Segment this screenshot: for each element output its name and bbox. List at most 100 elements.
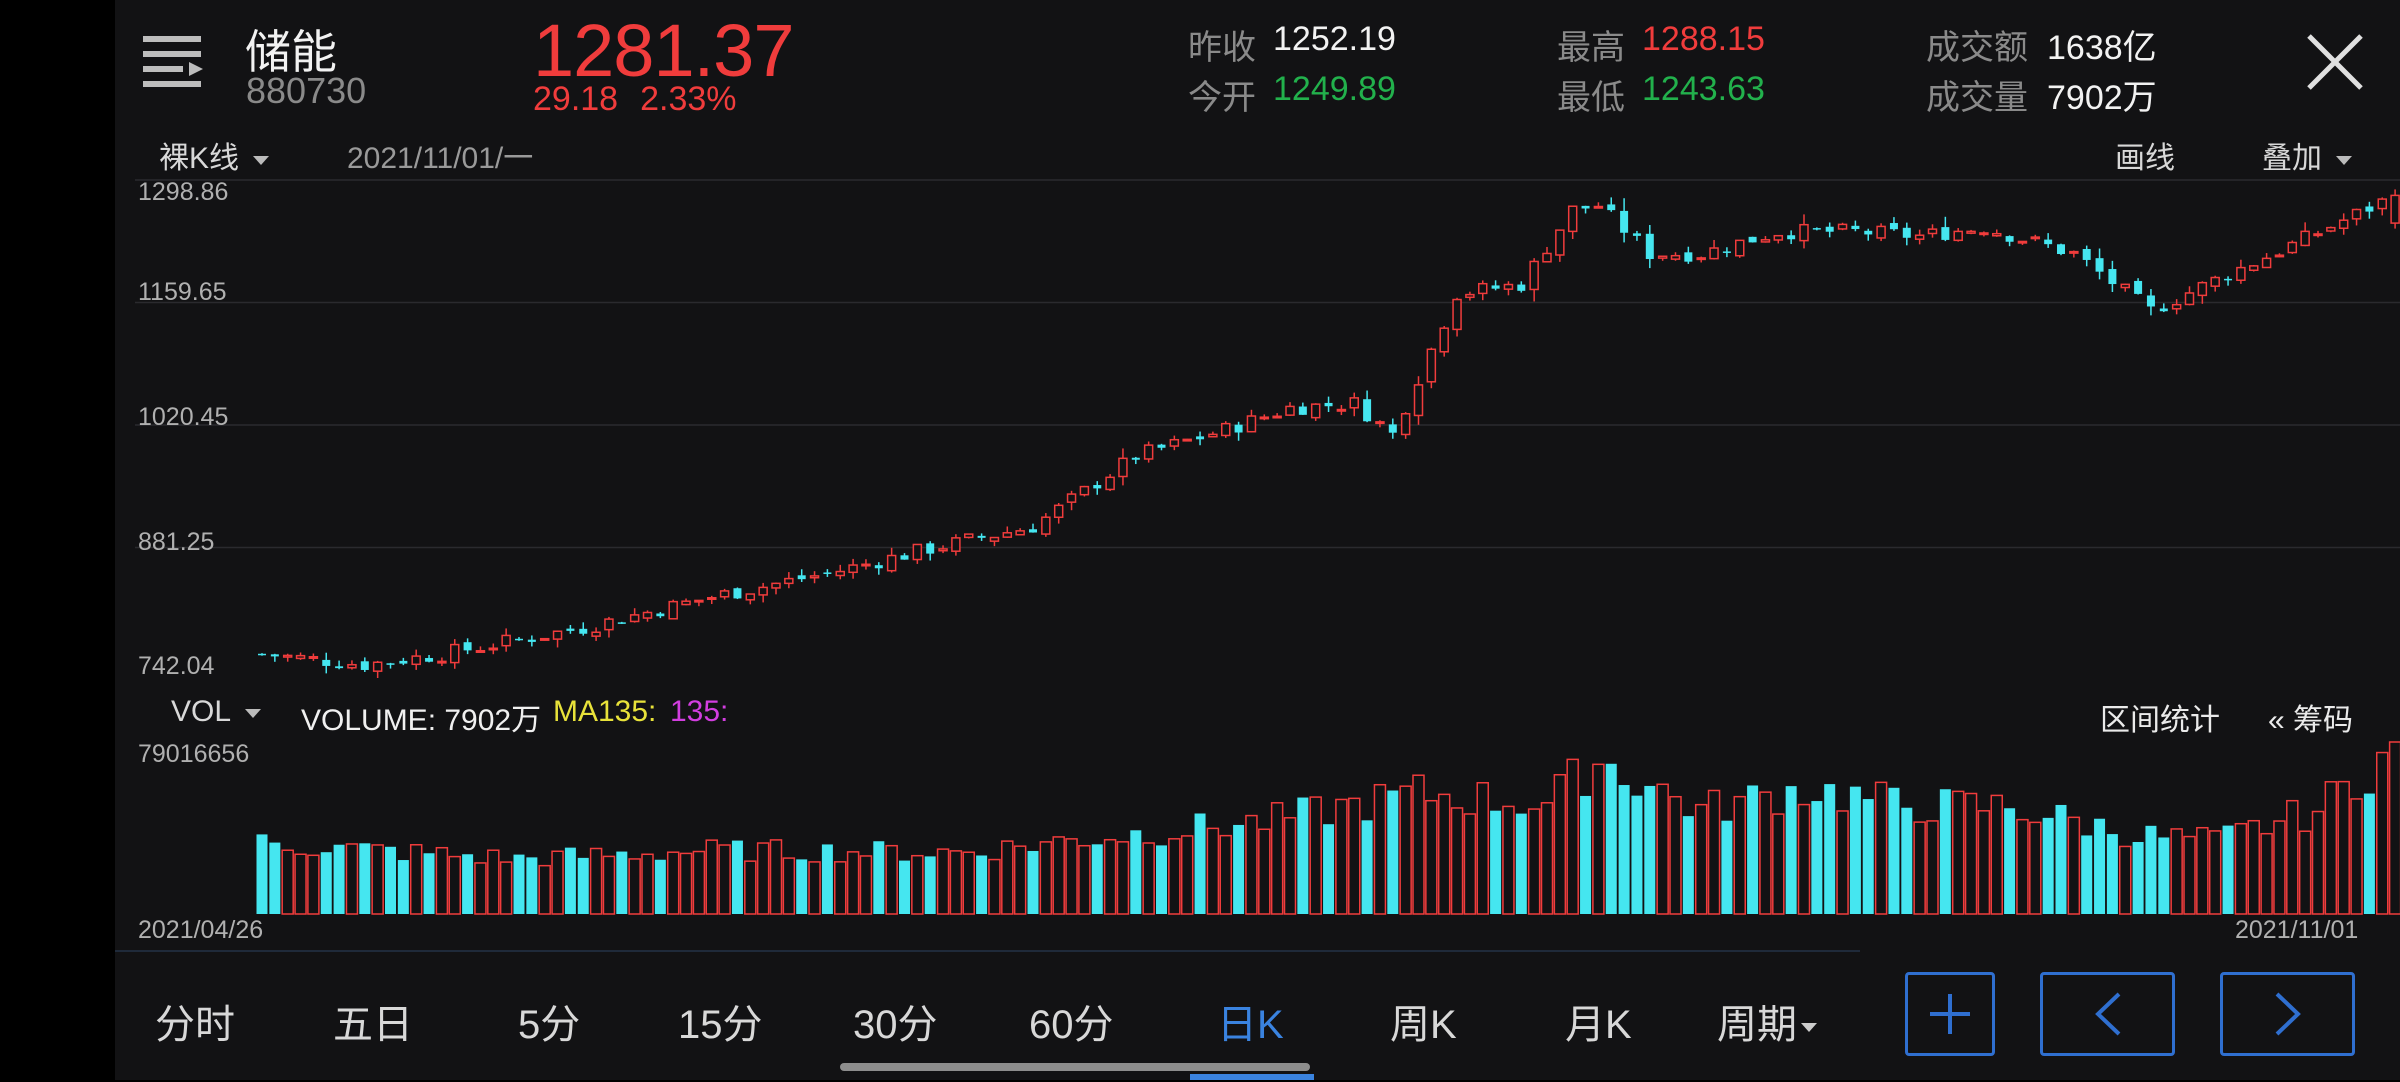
volume-bar	[1039, 841, 1053, 915]
volume-bar	[1592, 763, 1605, 915]
volume-bar	[1361, 820, 1373, 914]
chips-button[interactable]: « 筹码	[2268, 704, 2354, 737]
candle	[1079, 485, 1090, 497]
candle-body	[2326, 226, 2336, 232]
next-button[interactable]	[2220, 972, 2355, 1056]
volume-bar	[577, 857, 589, 914]
candle	[591, 627, 601, 641]
volume-bar	[409, 844, 423, 915]
candle	[1105, 474, 1115, 492]
volume-bar	[1052, 836, 1065, 915]
period-tab-30min[interactable]: 30分	[853, 1003, 938, 1047]
candle-body	[1388, 424, 1397, 433]
prev-button[interactable]	[2040, 972, 2175, 1056]
period-tab-intraday[interactable]: 分时	[155, 1003, 235, 1047]
volume-bar	[385, 846, 396, 914]
candle	[823, 569, 832, 577]
candle-body	[1876, 225, 1886, 239]
volume-bar	[2208, 830, 2222, 915]
period-tab-5day[interactable]: 五日	[333, 1003, 413, 1047]
candle-body	[1234, 424, 1243, 433]
volume-bar	[1373, 783, 1387, 915]
range-stats-button[interactable]: 区间统计	[2100, 704, 2220, 737]
candle-body	[1914, 234, 1925, 240]
volume-chart[interactable]	[135, 738, 2400, 918]
volume-bar	[513, 854, 525, 914]
candle	[1825, 222, 1834, 238]
candle	[1349, 392, 1359, 417]
chevron-left-icon	[2094, 992, 2120, 1036]
candle-body	[1349, 397, 1359, 409]
kline-chart[interactable]	[135, 176, 2400, 684]
volume-bar	[1156, 845, 1167, 914]
volume-bar	[345, 843, 359, 915]
volume-bar	[2042, 817, 2054, 914]
candle-body	[1400, 412, 1411, 436]
volume-bar	[1450, 807, 1464, 915]
candle	[784, 572, 794, 589]
period-tab-weekly[interactable]: 周K	[1390, 1003, 1457, 1047]
candle	[2017, 240, 2028, 245]
price-axis-label: 1298.86	[138, 178, 229, 206]
candle	[1041, 513, 1051, 537]
volume-bar	[1142, 842, 1155, 915]
candle-body	[1157, 444, 1166, 448]
candle	[771, 582, 781, 595]
candle	[2146, 289, 2155, 316]
candle-body	[1079, 485, 1090, 496]
candle-body	[566, 628, 575, 631]
zoom-in-button[interactable]	[1905, 972, 1995, 1056]
candle	[989, 536, 1000, 547]
period-tab-5min[interactable]: 5分	[518, 1003, 581, 1047]
candle	[1529, 258, 1539, 302]
candle-body	[1864, 230, 1873, 235]
volume-bar	[602, 855, 616, 915]
candle-body	[579, 628, 588, 634]
candle-body	[2159, 308, 2168, 312]
period-tab-60min[interactable]: 60分	[1029, 1003, 1114, 1047]
volume-value: 7902万	[2047, 79, 2157, 117]
period-tab-daily[interactable]: 日K	[1217, 1003, 1284, 1047]
candle	[2261, 253, 2272, 269]
plus-icon	[1930, 994, 1970, 1034]
menu-icon[interactable]	[143, 32, 205, 88]
candle	[1478, 280, 1488, 301]
candle-body	[2365, 206, 2374, 212]
scrollbar[interactable]	[840, 1063, 1310, 1071]
volume-bar	[2170, 828, 2183, 915]
close-icon[interactable]	[2305, 32, 2365, 92]
volume-bar	[641, 853, 654, 915]
candle-body	[1773, 234, 1784, 241]
kline-type-dropdown[interactable]: 裸K线	[159, 133, 270, 177]
candle	[1979, 231, 1989, 237]
candle	[2300, 222, 2310, 247]
candle-body	[322, 659, 331, 666]
draw-line-button[interactable]: 画线	[2115, 142, 2175, 175]
volume-bar	[1412, 774, 1425, 915]
volume-bar	[1824, 784, 1836, 914]
volume-bar	[808, 861, 821, 915]
volume-bar	[1219, 834, 1232, 915]
candle	[1234, 421, 1243, 441]
candle	[1709, 239, 1719, 260]
candle-body	[1285, 405, 1295, 416]
candle-body	[681, 600, 691, 606]
candle	[1787, 230, 1796, 245]
volume-bar	[1013, 845, 1027, 915]
volume-bar	[2132, 841, 2144, 914]
volume-bar	[2196, 826, 2209, 915]
period-tab-cycle[interactable]: 周期	[1717, 992, 1817, 1050]
indicator-dropdown[interactable]: VOL	[171, 695, 262, 729]
prev-close-label: 昨收	[1188, 29, 1256, 67]
candle-body	[1902, 227, 1911, 238]
candle-body	[360, 661, 369, 670]
period-tab-15min[interactable]: 15分	[678, 1003, 763, 1047]
volume-bar	[2004, 808, 2016, 914]
candle-body	[1567, 205, 1578, 233]
candle	[1799, 214, 1809, 249]
start-date-label: 2021/04/26	[138, 916, 264, 944]
period-tab-monthly[interactable]: 月K	[1565, 1003, 1632, 1047]
candle-body	[1517, 284, 1526, 291]
overlay-dropdown[interactable]: 叠加	[2262, 133, 2352, 177]
volume-bar	[1926, 820, 1939, 915]
